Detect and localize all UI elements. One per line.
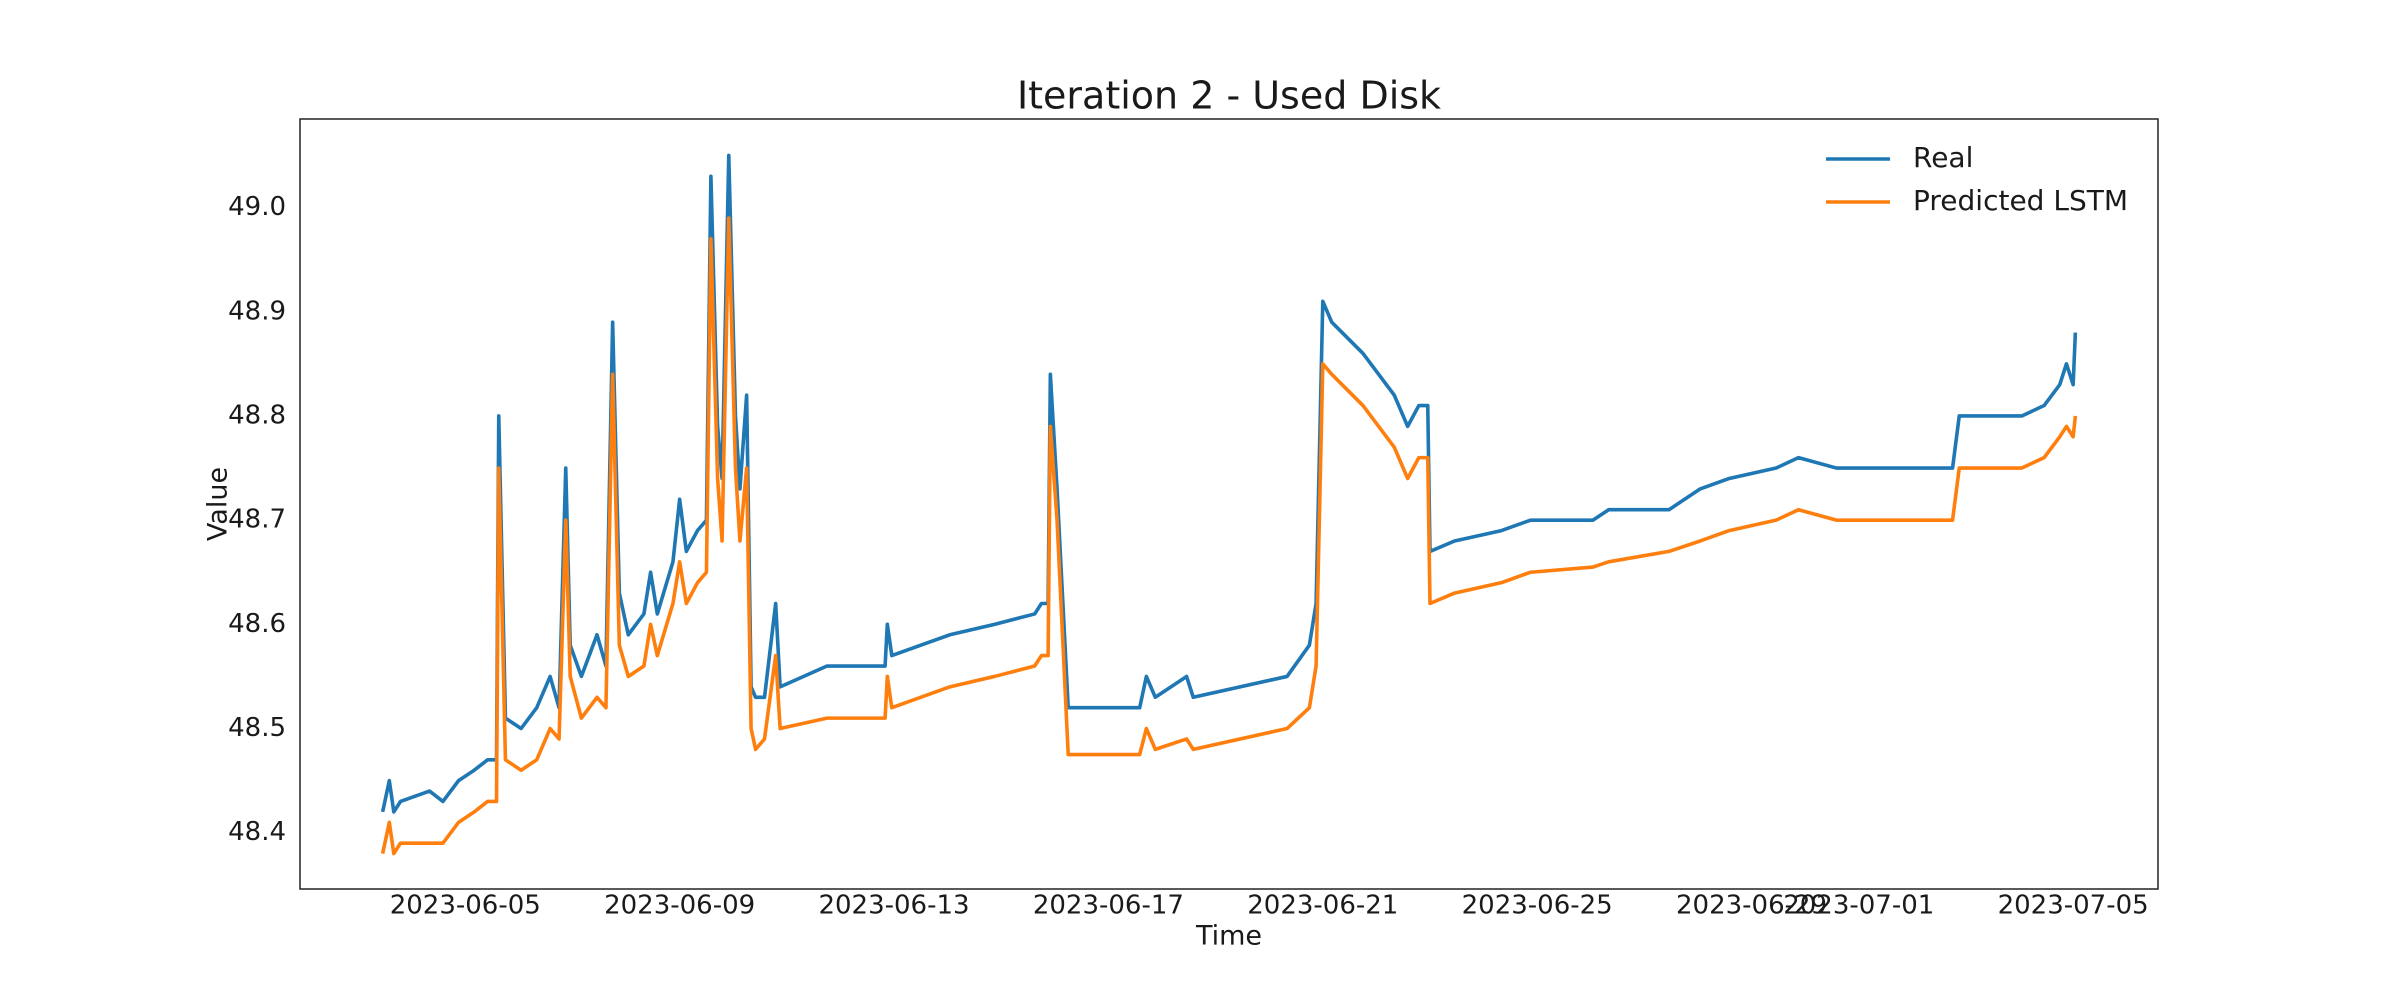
series-line [380, 216, 2078, 856]
x-tick-label: 2023-06-05 [390, 891, 541, 921]
series-line [380, 153, 2078, 814]
y-tick-label: 49.0 [228, 192, 286, 222]
x-tick-label: 2023-06-25 [1462, 891, 1613, 921]
y-tick-label: 48.4 [228, 817, 286, 847]
plot-frame [299, 118, 2159, 890]
y-tick-label: 48.5 [228, 713, 286, 743]
x-tick-label: 2023-06-21 [1247, 891, 1398, 921]
legend-label: Real [1913, 141, 1973, 174]
x-tick-label: 2023-06-29 [1676, 891, 1827, 921]
x-tick-label: 2023-07-01 [1783, 891, 1934, 921]
y-tick-label: 48.8 [228, 400, 286, 430]
x-tick-label: 2023-06-13 [818, 891, 969, 921]
chart-title: Iteration 2 - Used Disk [1017, 74, 1441, 118]
x-tick-label: 2023-06-09 [604, 891, 755, 921]
y-tick-label: 48.7 [228, 505, 286, 535]
y-axis-label: Value [203, 467, 234, 541]
y-tick-label: 48.6 [228, 609, 286, 639]
legend-label: Predicted LSTM [1913, 184, 2128, 217]
y-tick-label: 48.9 [228, 296, 286, 326]
x-tick-label: 2023-06-17 [1033, 891, 1184, 921]
x-axis-label: Time [1195, 921, 1262, 952]
x-tick-label: 2023-07-05 [1998, 891, 2149, 921]
